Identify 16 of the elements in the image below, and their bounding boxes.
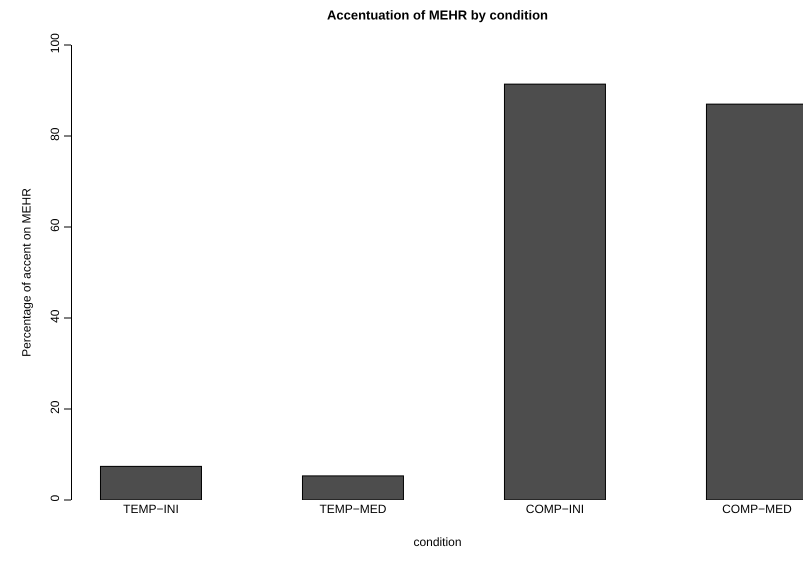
y-tick-label: 20 [48,400,62,414]
bar [504,84,606,500]
y-axis-title: Percentage of accent on MEHR [20,188,34,357]
y-tick-label: 100 [48,32,62,54]
bar [100,466,202,500]
x-tick-label: TEMP−MED [319,502,387,516]
y-tick-label: 0 [48,494,62,502]
y-tick-label: 80 [48,127,62,141]
y-tick-label: 40 [48,309,62,323]
chart-title: Accentuation of MEHR by condition [327,8,548,23]
bar [302,475,404,500]
x-tick-label: COMP−MED [722,502,792,516]
x-tick-label: COMP−INI [526,502,584,516]
x-tick-label: TEMP−INI [123,502,179,516]
x-axis-title: condition [413,534,462,549]
y-tick-label: 60 [48,218,62,232]
